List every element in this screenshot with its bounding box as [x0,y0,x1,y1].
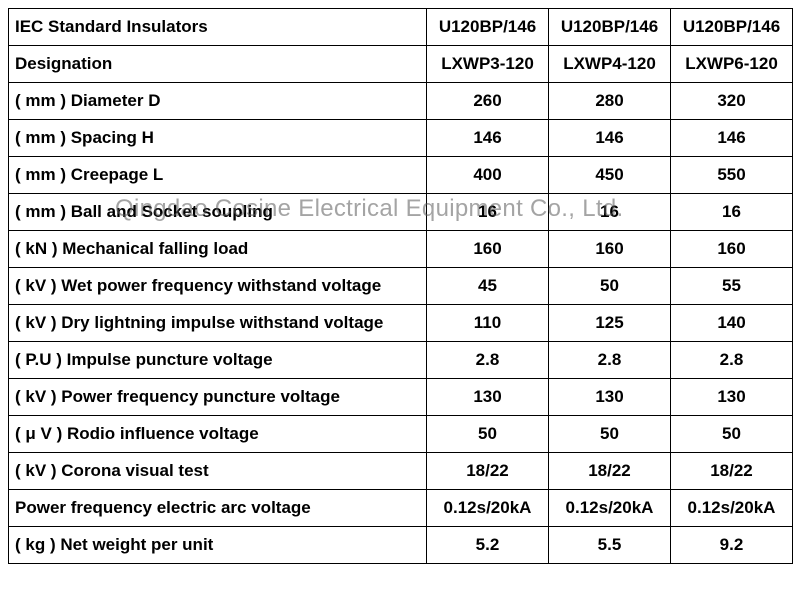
row-value: 0.12s/20kA [549,490,671,527]
row-label: ( kV ) Dry lightning impulse withstand v… [9,305,427,342]
row-value: 130 [549,379,671,416]
spec-table: IEC Standard Insulators U120BP/146 U120B… [8,8,793,564]
row-value: 45 [427,268,549,305]
row-label: ( mm ) Creepage L [9,157,427,194]
table-row: ( kg ) Net weight per unit5.25.59.2 [9,527,793,564]
table-row: ( kV ) Wet power frequency withstand vol… [9,268,793,305]
table-header-row: IEC Standard Insulators U120BP/146 U120B… [9,9,793,46]
row-value: 130 [427,379,549,416]
row-value: 50 [427,416,549,453]
table-row: ( mm ) Diameter D260280320 [9,83,793,120]
table-row: ( μ V ) Rodio influence voltage505050 [9,416,793,453]
row-value: 18/22 [549,453,671,490]
table-row: ( kV ) Corona visual test18/2218/2218/22 [9,453,793,490]
row-value: 280 [549,83,671,120]
table-row: ( mm ) Spacing H146146146 [9,120,793,157]
table-row: ( kV ) Dry lightning impulse withstand v… [9,305,793,342]
row-value: 146 [671,120,793,157]
row-label: ( mm ) Ball and Socket soupling [9,194,427,231]
row-value: 55 [671,268,793,305]
row-value: 160 [671,231,793,268]
table-row: ( kV ) Power frequency puncture voltage1… [9,379,793,416]
row-value: 18/22 [671,453,793,490]
row-label: ( kV ) Wet power frequency withstand vol… [9,268,427,305]
table-row: ( mm ) Ball and Socket soupling161616 [9,194,793,231]
row-value: 160 [549,231,671,268]
header-col-1: U120BP/146 [427,9,549,46]
row-label: ( kV ) Power frequency puncture voltage [9,379,427,416]
row-value: 146 [549,120,671,157]
row-label: Designation [9,46,427,83]
table-row: ( P.U ) Impulse puncture voltage2.82.82.… [9,342,793,379]
row-value: 550 [671,157,793,194]
row-label: ( kV ) Corona visual test [9,453,427,490]
row-value: 16 [671,194,793,231]
row-value: LXWP4-120 [549,46,671,83]
row-value: 125 [549,305,671,342]
row-label: ( mm ) Spacing H [9,120,427,157]
row-label: ( μ V ) Rodio influence voltage [9,416,427,453]
row-label: ( kg ) Net weight per unit [9,527,427,564]
header-label: IEC Standard Insulators [9,9,427,46]
row-value: 146 [427,120,549,157]
row-value: 0.12s/20kA [671,490,793,527]
row-value: 50 [671,416,793,453]
row-value: 0.12s/20kA [427,490,549,527]
row-value: 2.8 [427,342,549,379]
row-value: 140 [671,305,793,342]
row-value: 5.2 [427,527,549,564]
row-value: 320 [671,83,793,120]
row-value: 110 [427,305,549,342]
row-value: 50 [549,416,671,453]
table-row: ( mm ) Creepage L400450550 [9,157,793,194]
row-value: 16 [427,194,549,231]
header-col-3: U120BP/146 [671,9,793,46]
table-row: DesignationLXWP3-120LXWP4-120LXWP6-120 [9,46,793,83]
row-value: 50 [549,268,671,305]
row-value: LXWP6-120 [671,46,793,83]
row-value: 2.8 [671,342,793,379]
row-value: 18/22 [427,453,549,490]
row-value: 450 [549,157,671,194]
row-value: 9.2 [671,527,793,564]
table-row: ( kN ) Mechanical falling load160160160 [9,231,793,268]
row-value: 260 [427,83,549,120]
row-label: ( mm ) Diameter D [9,83,427,120]
header-col-2: U120BP/146 [549,9,671,46]
table-row: Power frequency electric arc voltage0.12… [9,490,793,527]
row-value: 5.5 [549,527,671,564]
row-value: LXWP3-120 [427,46,549,83]
row-value: 130 [671,379,793,416]
row-label: Power frequency electric arc voltage [9,490,427,527]
row-value: 160 [427,231,549,268]
row-value: 400 [427,157,549,194]
row-value: 16 [549,194,671,231]
row-value: 2.8 [549,342,671,379]
row-label: ( P.U ) Impulse puncture voltage [9,342,427,379]
table-body: DesignationLXWP3-120LXWP4-120LXWP6-120( … [9,46,793,564]
row-label: ( kN ) Mechanical falling load [9,231,427,268]
